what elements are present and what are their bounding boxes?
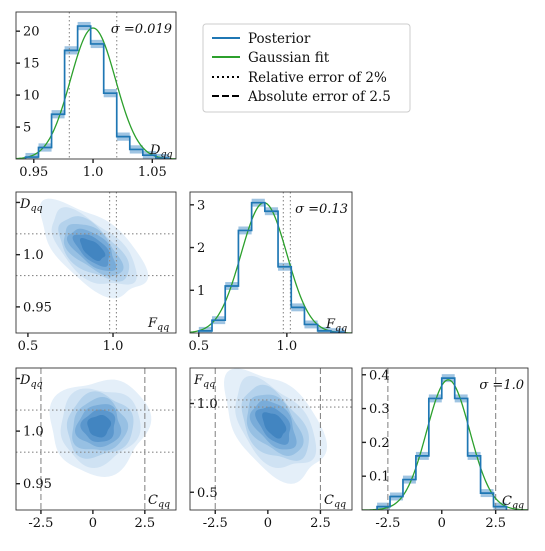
x-tick-label: 2.5 bbox=[134, 516, 155, 531]
x-tick-label: 2.5 bbox=[310, 516, 331, 531]
x-tick-label: 0.5 bbox=[188, 339, 209, 354]
x-tick-label: 0 bbox=[89, 516, 97, 531]
x-tick-label: 0 bbox=[438, 516, 446, 531]
y-tick-label: 1.0 bbox=[23, 425, 44, 440]
posterior-histogram bbox=[24, 25, 170, 159]
y-tick-label: 2 bbox=[197, 241, 205, 256]
sigma-annotation: σ =0.019 bbox=[111, 22, 172, 37]
y-tick-label: 5 bbox=[23, 121, 31, 136]
panel-d-vs-c: -2.5 0 2.5 0.95 1.0 Dqq Cqq bbox=[15, 367, 177, 531]
y-tick-label: 10 bbox=[23, 89, 40, 104]
panel-frame bbox=[15, 11, 177, 160]
posterior-band bbox=[330, 328, 345, 333]
panel-d-vs-f: 0.5 1.0 0.95 1.0 Dqq Fqq bbox=[15, 191, 177, 354]
posterior-band bbox=[317, 326, 331, 333]
legend-frame bbox=[202, 23, 411, 113]
panel-frame bbox=[361, 367, 529, 511]
x-tick-label: 1.0 bbox=[103, 339, 124, 354]
x-parameter-label: Cqq bbox=[148, 493, 170, 510]
y-parameter-label: Dqq bbox=[19, 373, 43, 390]
y-parameter-label: Dqq bbox=[19, 197, 43, 214]
x-tick-label: 2.5 bbox=[485, 516, 506, 531]
kde-contour-level bbox=[87, 414, 112, 438]
panel-frame bbox=[189, 191, 353, 334]
x-tick-label: 1.05 bbox=[138, 165, 167, 180]
x-tick-label: 0 bbox=[264, 516, 272, 531]
panel-frame bbox=[15, 191, 177, 334]
y-tick-label: 20 bbox=[23, 25, 40, 40]
parameter-label: Fqq bbox=[325, 317, 347, 334]
y-tick-label: 0.3 bbox=[369, 402, 390, 417]
panel-f-hist: 0.5 1.0 1 2 3 σ =0.13 Fqq bbox=[188, 191, 353, 354]
y-tick-label: 0.1 bbox=[369, 470, 390, 485]
x-tick-label: -2.5 bbox=[28, 516, 53, 531]
x-tick-label: 0.5 bbox=[18, 339, 39, 354]
legend-fit-label: Gaussian fit bbox=[248, 50, 330, 66]
sigma-annotation: σ =0.13 bbox=[295, 202, 348, 217]
y-tick-label: 0.4 bbox=[369, 368, 390, 383]
panel-frame bbox=[15, 367, 177, 511]
y-tick-label: 1 bbox=[197, 284, 205, 299]
y-tick-label: 0.5 bbox=[197, 486, 218, 501]
x-parameter-label: Fqq bbox=[147, 316, 169, 333]
legend-relative-error-label: Relative error of 2% bbox=[248, 70, 387, 86]
plot-area bbox=[190, 368, 352, 510]
x-tick-label: 1.0 bbox=[83, 165, 104, 180]
y-tick-label: 1.0 bbox=[23, 248, 44, 263]
y-tick-label: 15 bbox=[23, 57, 40, 72]
kde-contour-level bbox=[79, 237, 106, 262]
legend-absolute-error-label: Absolute error of 2.5 bbox=[247, 89, 391, 105]
panel-c-hist: -2.5 0 2.5 0.1 0.2 0.3 0.4 σ =1.0 Cqq bbox=[361, 367, 529, 531]
plot-area bbox=[190, 192, 352, 333]
y-tick-label: 0.2 bbox=[369, 436, 390, 451]
x-tick-label: -2.5 bbox=[203, 516, 228, 531]
plot-area bbox=[16, 192, 176, 333]
sigma-annotation: σ =1.0 bbox=[479, 378, 524, 393]
panel-frame bbox=[189, 367, 353, 511]
legend-posterior-label: Posterior bbox=[248, 31, 311, 47]
x-tick-label: 0.95 bbox=[19, 165, 48, 180]
panel-f-vs-c: -2.5 0 2.5 0.5 1.0 Fqq Cqq bbox=[189, 367, 353, 531]
parameter-label: Cqq bbox=[502, 494, 524, 511]
posterior-histogram bbox=[376, 377, 508, 510]
panel-d-hist: 0.95 1.0 1.05 5 10 15 20 σ =0.019 Dqq bbox=[15, 11, 177, 180]
y-tick-label: 1.0 bbox=[197, 397, 218, 412]
plot-area bbox=[362, 368, 528, 510]
posterior-band bbox=[198, 326, 213, 333]
parameter-label: Dqq bbox=[149, 143, 173, 160]
gaussian-fit-curve bbox=[190, 202, 352, 333]
x-parameter-label: Cqq bbox=[324, 493, 346, 510]
posterior-band bbox=[155, 153, 169, 159]
y-tick-label: 0.95 bbox=[23, 300, 52, 315]
legend: Posterior Gaussian fit Relative error of… bbox=[202, 23, 411, 113]
x-tick-label: 1.0 bbox=[277, 339, 298, 354]
plot-area bbox=[16, 12, 176, 159]
kde-contour-level bbox=[262, 412, 287, 439]
x-tick-label: -2.5 bbox=[375, 516, 400, 531]
plot-area bbox=[16, 368, 176, 510]
y-tick-label: 3 bbox=[197, 198, 205, 213]
y-tick-label: 0.95 bbox=[23, 477, 52, 492]
y-parameter-label: Fqq bbox=[193, 373, 215, 390]
posterior-histogram bbox=[197, 201, 345, 333]
